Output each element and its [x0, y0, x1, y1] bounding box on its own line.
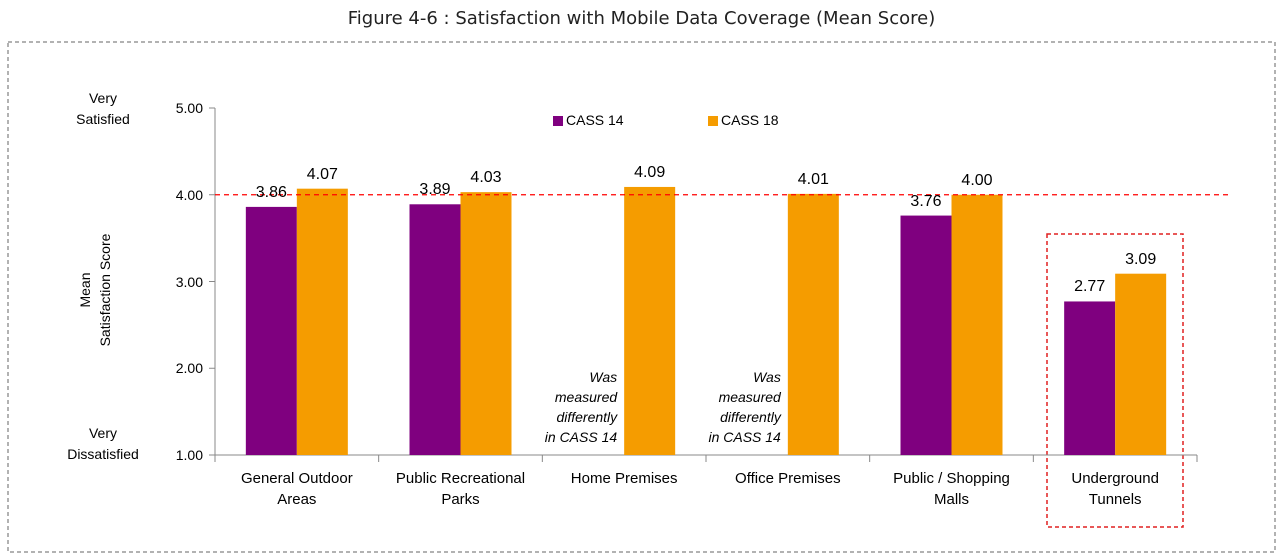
- y-axis-title: Mean Satisfaction Score: [77, 233, 113, 347]
- value-label: 3.09: [1125, 250, 1157, 268]
- legend-swatch: [553, 116, 563, 126]
- chart-border: [7, 41, 1276, 553]
- legend-label: CASS 18: [721, 112, 779, 128]
- chart-title: Figure 4-6 : Satisfaction with Mobile Da…: [347, 8, 936, 29]
- bar: [1064, 301, 1116, 455]
- x-tick-label: Home Premises: [570, 470, 678, 487]
- value-label: 3.86: [255, 183, 287, 201]
- value-label: 3.89: [419, 181, 451, 199]
- value-label: 4.01: [797, 170, 829, 188]
- y-tick-label: 2.00: [175, 360, 203, 377]
- bar: [787, 193, 839, 455]
- legend-label: CASS 14: [566, 112, 624, 128]
- annotation: Was measured differently in CASS 14: [544, 369, 618, 445]
- y-tick-label: 1.00: [175, 447, 203, 463]
- bar: [460, 192, 512, 455]
- bar: [245, 206, 297, 455]
- legend-swatch: [708, 116, 718, 126]
- bar: [296, 188, 348, 456]
- highlight-box: [1046, 233, 1184, 528]
- y-bottom-label: Very Dissatisfied: [67, 425, 139, 462]
- x-tick-label: Public Recreational Parks: [395, 470, 526, 508]
- y-tick-label: 5.00: [175, 100, 203, 116]
- y-top-label: Very Satisfied: [76, 90, 130, 127]
- value-label: 4.03: [470, 169, 502, 187]
- value-label: 2.77: [1074, 278, 1106, 296]
- annotation: Was measured differently in CASS 14: [708, 369, 781, 445]
- value-label: 4.07: [306, 165, 338, 183]
- y-tick-label: 3.00: [175, 273, 203, 290]
- bar: [900, 215, 952, 455]
- y-tick-label: 4.00: [175, 186, 203, 203]
- bar: [1115, 273, 1167, 455]
- x-tick-label: Public / Shopping Malls: [893, 470, 1010, 508]
- x-tick-label: Underground Tunnels: [1071, 470, 1159, 508]
- value-label: 4.00: [961, 171, 993, 189]
- value-label: 3.76: [910, 192, 942, 210]
- value-label: 4.09: [634, 163, 666, 181]
- x-tick-label: Office Premises: [735, 470, 841, 487]
- bar: [951, 194, 1003, 455]
- bar: [624, 186, 676, 455]
- bar: [409, 204, 461, 455]
- x-tick-label: General Outdoor Areas: [240, 470, 353, 508]
